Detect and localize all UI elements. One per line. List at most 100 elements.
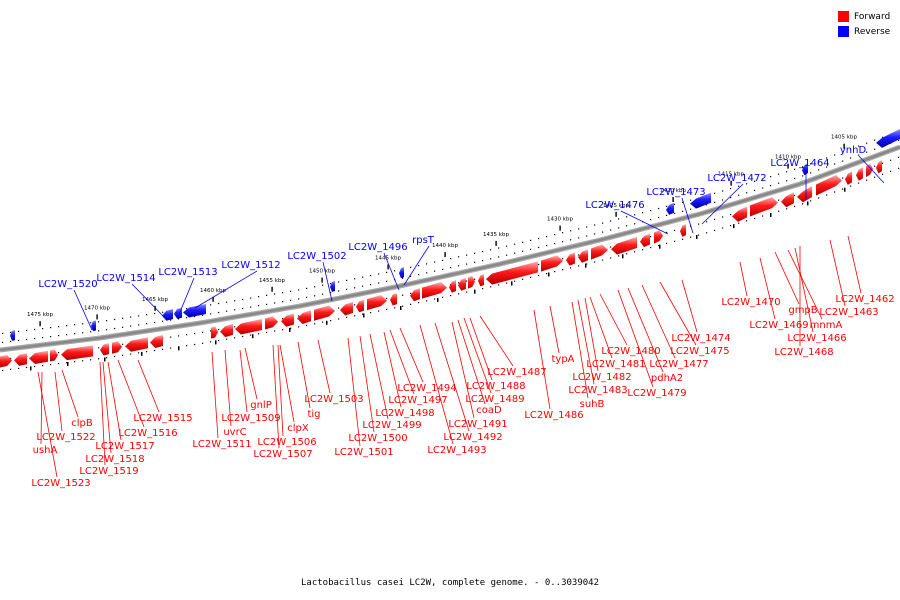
- gene-tick: [67, 362, 69, 366]
- forward-leader: [99, 361, 106, 466]
- forward-gene-label: ushA: [33, 445, 58, 456]
- gene-tick: [104, 357, 106, 362]
- track-dot: [322, 321, 324, 323]
- track-dot: [578, 254, 580, 256]
- forward-leader: [589, 296, 613, 359]
- forward-leader: [54, 371, 63, 432]
- track-dot: [810, 200, 812, 202]
- track-dot: [210, 304, 212, 306]
- track-dot: [594, 261, 596, 263]
- reverse-leader: [681, 197, 694, 234]
- track-dot: [130, 316, 132, 318]
- gene-block: [91, 320, 96, 332]
- track-dot: [642, 212, 644, 214]
- gene-block: [666, 202, 674, 215]
- track-dot: [2, 369, 4, 371]
- track-dot: [842, 160, 844, 162]
- track-dot: [346, 279, 348, 281]
- forward-leader: [627, 287, 664, 373]
- forward-leader: [383, 331, 402, 408]
- track-dot: [442, 268, 444, 270]
- track-dot: [762, 215, 764, 217]
- track-dot: [530, 239, 532, 241]
- track-dot: [370, 284, 372, 286]
- track-dot: [386, 280, 388, 282]
- track-dot: [594, 233, 596, 235]
- track-dot: [346, 316, 348, 318]
- track-dot: [258, 296, 260, 298]
- track-dot: [842, 177, 844, 179]
- forward-leader: [317, 339, 331, 394]
- track-dot: [362, 276, 364, 278]
- track-dot: [410, 292, 412, 294]
- gene-block: [0, 355, 12, 368]
- gene-block: [591, 244, 608, 260]
- track-dot: [386, 271, 388, 273]
- legend-reverse-label: Reverse: [854, 26, 891, 37]
- forward-leader: [469, 317, 493, 381]
- track-dot: [706, 232, 708, 234]
- forward-leader: [681, 279, 698, 333]
- track-dot: [866, 142, 868, 144]
- forward-leader: [617, 289, 654, 388]
- track-dot: [298, 298, 300, 300]
- track-dot: [314, 286, 316, 288]
- track-dot: [146, 323, 148, 325]
- track-dot: [602, 259, 604, 261]
- reverse-gene-label: LC2W_1502: [287, 251, 346, 262]
- track-dot: [186, 317, 188, 319]
- gene-tick: [585, 263, 587, 268]
- reverse-leader: [194, 270, 258, 309]
- track-dot: [106, 320, 108, 322]
- gene-tick: [511, 281, 513, 286]
- track-dot: [98, 358, 100, 360]
- track-dot: [58, 352, 60, 354]
- track-dot: [578, 237, 580, 239]
- track-dot: [786, 171, 788, 173]
- track-dot: [354, 304, 356, 306]
- track-dot: [402, 277, 404, 279]
- track-dot: [818, 160, 820, 162]
- track-dot: [378, 273, 380, 275]
- track-dot: [298, 326, 300, 328]
- track-dot: [786, 180, 788, 182]
- track-dot: [482, 288, 484, 290]
- track-dot: [218, 302, 220, 305]
- forward-gene-label: pdhA2: [651, 373, 683, 384]
- track-dot: [146, 351, 148, 353]
- genome-caption: Lactobacillus casei LC2W, complete genom…: [300, 578, 599, 588]
- track-dot: [842, 188, 844, 190]
- gene-block: [478, 274, 484, 287]
- track-dot: [218, 328, 220, 331]
- forward-leader: [137, 359, 160, 413]
- gene-tick: [30, 366, 32, 371]
- track-dot: [634, 214, 636, 216]
- forward-gene-label: LC2W_1491: [448, 419, 507, 430]
- forward-leader: [239, 349, 248, 413]
- track-dot: [410, 266, 412, 268]
- tick-label: 1465 kbp: [142, 297, 168, 303]
- tick-mark: [787, 163, 789, 169]
- track-dot: [562, 232, 564, 234]
- forward-gene-label: LC2W_1518: [85, 454, 144, 465]
- track-dot: [714, 201, 716, 203]
- track-dot: [258, 333, 260, 335]
- backbone-line: [0, 145, 900, 352]
- track-dot: [714, 218, 716, 220]
- gene-block: [410, 288, 420, 302]
- reverse-gene-label: ynhD: [840, 145, 867, 156]
- track-dot: [626, 253, 628, 255]
- track-dot: [722, 190, 724, 192]
- track-dot: [122, 317, 124, 319]
- track-dot: [338, 318, 340, 320]
- track-dot: [42, 337, 44, 339]
- track-dot: [506, 282, 508, 284]
- track-dot: [746, 183, 748, 185]
- track-dot: [890, 170, 892, 172]
- track-dot: [18, 367, 20, 369]
- track-dot: [138, 352, 140, 354]
- track-dot: [554, 243, 556, 245]
- track-dot: [290, 327, 292, 329]
- track-dot: [26, 366, 28, 369]
- track-dot: [394, 270, 396, 272]
